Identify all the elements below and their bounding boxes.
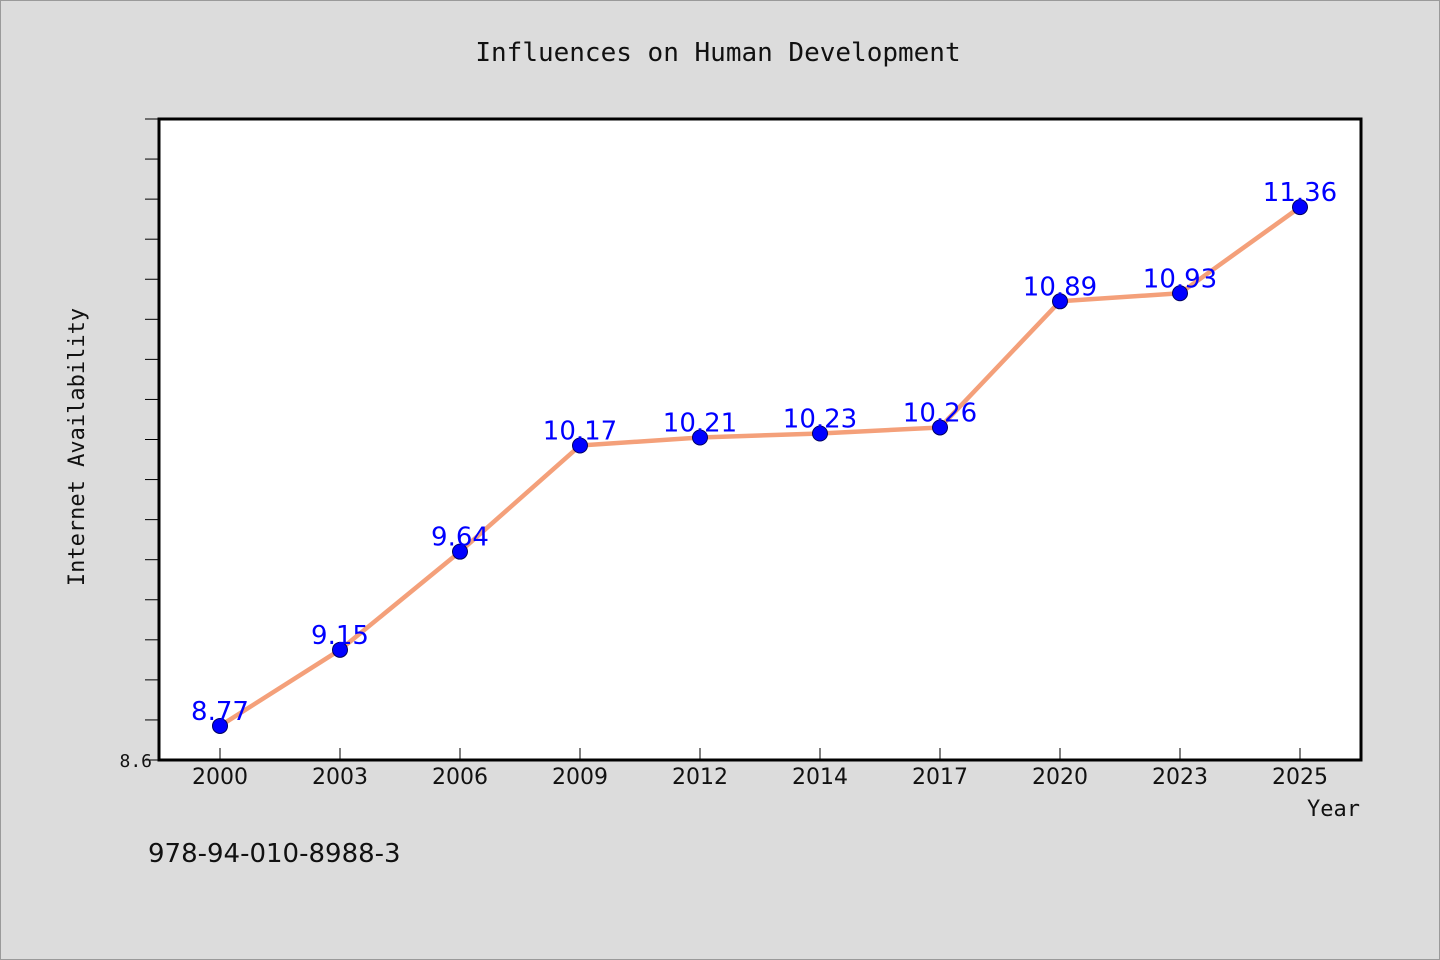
data-point	[692, 429, 708, 446]
x-axis-ticks: 2000 2003 2006 2009 2012 2014 2017 2020 2023 2025	[192, 748, 1328, 790]
series-line	[217, 204, 1303, 729]
x-tick-label: 2009	[552, 765, 608, 790]
data-label: 8.77	[191, 697, 249, 727]
data-label: 9.15	[311, 621, 369, 651]
x-tick-label: 2023	[1152, 765, 1208, 790]
y-tick-label: 8.6	[119, 751, 152, 772]
data-label: 10.17	[543, 417, 617, 447]
x-axis-label: Year	[1307, 797, 1360, 822]
data-label: 10.89	[1023, 272, 1097, 302]
data-point	[452, 543, 468, 560]
data-label: 10.21	[663, 408, 737, 438]
chart-title: Influences on Human Development	[475, 38, 960, 68]
x-tick-label: 2006	[432, 765, 488, 790]
data-label: 9.64	[431, 523, 489, 553]
x-tick-label: 2017	[912, 765, 968, 790]
y-axis-ticks	[145, 118, 158, 761]
data-point	[332, 641, 348, 658]
data-point	[812, 425, 828, 442]
data-point	[572, 437, 588, 454]
x-tick-label: 2020	[1032, 765, 1088, 790]
x-tick-label: 2000	[192, 765, 248, 790]
y-axis-label: Internet Availability	[65, 308, 90, 586]
data-point	[1172, 285, 1188, 302]
data-label: 10.23	[783, 404, 857, 434]
data-point	[1292, 199, 1308, 216]
data-label: 11.36	[1263, 178, 1337, 208]
x-tick-label: 2025	[1272, 765, 1328, 790]
data-label: 10.26	[903, 398, 977, 428]
x-tick-label: 2003	[312, 765, 368, 790]
x-tick-label: 2012	[672, 765, 728, 790]
series-layer: 8.77 9.15 9.64 10.17 10.21 10.23 10.26 10.89 10.…	[191, 178, 1337, 734]
isbn-text: 978-94-010-8988-3	[148, 839, 401, 869]
data-point	[932, 419, 948, 436]
plot-area	[157, 117, 1363, 762]
data-label: 10.93	[1143, 264, 1217, 294]
data-point	[212, 717, 228, 734]
x-tick-label: 2014	[792, 765, 848, 790]
data-point	[1052, 293, 1068, 310]
